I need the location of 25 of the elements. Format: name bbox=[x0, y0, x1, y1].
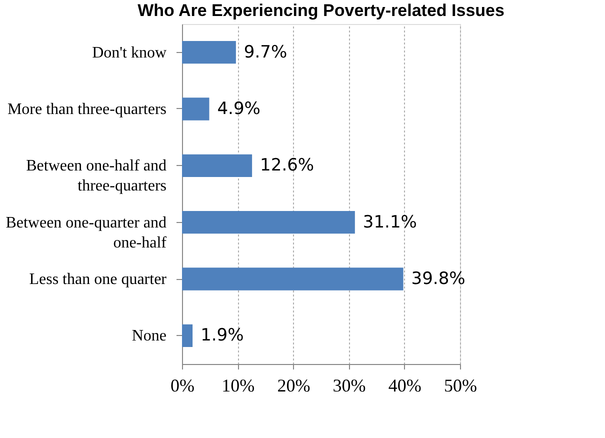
x-tick-label: 20% bbox=[277, 376, 310, 396]
y-tick-label: Less than one quarter bbox=[29, 271, 168, 288]
data-label: 9.7% bbox=[244, 42, 288, 62]
data-label: 4.9% bbox=[217, 99, 260, 119]
y-tick-label: More than three-quarters bbox=[7, 101, 166, 118]
y-tick-label: Don't know bbox=[92, 44, 167, 62]
y-tick-label: Between one-quarter and one-half bbox=[6, 214, 168, 252]
x-tick-label: 30% bbox=[332, 376, 366, 396]
chart-title: Who Are Experiencing Poverty-related Issues bbox=[138, 1, 504, 20]
x-tick-label: 10% bbox=[222, 376, 255, 396]
bar bbox=[182, 211, 355, 234]
data-label: 31.1% bbox=[362, 212, 417, 232]
x-tick-label: 40% bbox=[388, 376, 422, 396]
data-label: 39.8% bbox=[411, 269, 466, 289]
bar bbox=[182, 41, 236, 64]
x-tick-label: 50% bbox=[444, 376, 477, 396]
y-tick-label: Between one-half and three-quarters bbox=[26, 158, 166, 195]
bar bbox=[182, 268, 404, 290]
bar bbox=[182, 154, 252, 177]
data-label: 12.6% bbox=[260, 156, 314, 176]
y-tick-label: None bbox=[132, 328, 166, 345]
bar bbox=[182, 324, 193, 347]
bar bbox=[182, 98, 210, 120]
data-label: 1.9% bbox=[200, 326, 244, 346]
x-tick-label: 0% bbox=[170, 376, 194, 396]
